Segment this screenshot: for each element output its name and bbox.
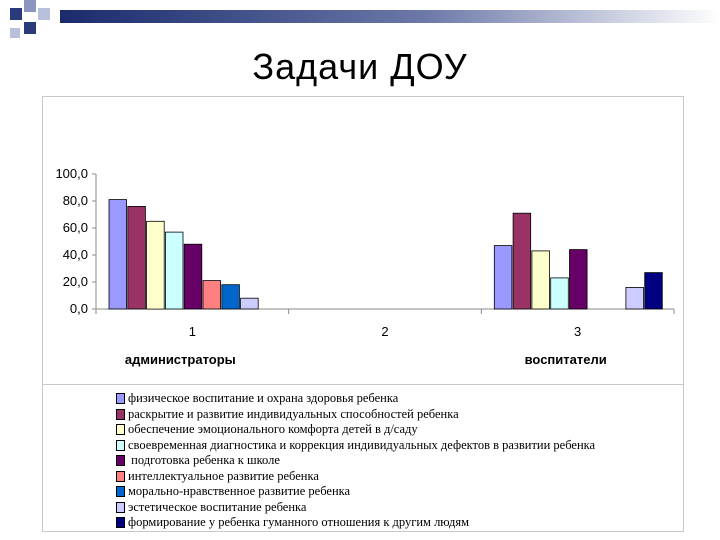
legend-label: раскрытие и развитие индивидуальных спос…: [128, 406, 459, 421]
page-title: Задачи ДОУ: [252, 46, 468, 87]
decoration-square: [10, 28, 20, 38]
bar: [108, 199, 128, 310]
legend-label: морально-нравственное развитие ребенка: [128, 484, 351, 499]
legend-label: своевременная диагностика и коррекция ин…: [128, 437, 596, 452]
y-tick-label: 20,0: [63, 274, 88, 289]
legend-swatch: [116, 517, 125, 529]
bar: [183, 243, 203, 310]
legend-swatch: [116, 393, 125, 405]
bar: [531, 250, 550, 310]
chart-legend: физическое воспитание и охрана здоровья …: [42, 384, 684, 532]
legend-item: обеспечение эмоционального комфорта дете…: [116, 422, 595, 438]
legend-swatch: [116, 439, 125, 451]
bar: [512, 212, 532, 310]
x-tick-label: 2: [381, 324, 388, 339]
legend-swatch: [116, 424, 125, 436]
legend-swatch: [116, 455, 125, 467]
legend-label: обеспечение эмоционального комфорта дете…: [128, 422, 418, 437]
bar: [221, 284, 240, 310]
bar: [625, 286, 644, 310]
legend-label: подготовка ребенка к школе: [128, 453, 280, 468]
y-tick-label: 0,0: [70, 301, 88, 316]
y-tick-label: 60,0: [63, 220, 88, 235]
decoration-square: [24, 22, 36, 34]
bar: [146, 220, 165, 310]
bar: [164, 231, 184, 310]
bar: [202, 280, 222, 310]
bar-chart: 0,0 20,0 40,0 60,0 80,0 100,0 1 администраторы 2…: [55, 166, 675, 367]
legend-label: эстетическое воспитание ребенка: [128, 499, 307, 514]
bar: [127, 205, 146, 310]
y-tick-label: 80,0: [63, 193, 88, 208]
group-label: администраторы: [125, 352, 236, 367]
legend-label: физическое воспитание и охрана здоровья …: [128, 391, 399, 406]
bar: [569, 249, 588, 310]
bar: [493, 245, 513, 310]
x-tick-label: 1: [189, 324, 196, 339]
group-label: воспитатели: [525, 352, 607, 367]
bar: [550, 277, 569, 310]
bar: [240, 297, 259, 310]
decoration-square: [38, 8, 50, 20]
legend-item: физическое воспитание и охрана здоровья …: [116, 391, 595, 407]
title-decoration: [10, 0, 720, 38]
legend-item: подготовка ребенка к школе: [116, 453, 595, 469]
legend-swatch: [116, 501, 125, 513]
legend-item: формирование у ребенка гуманного отношен…: [116, 515, 595, 531]
legend-item: морально-нравственное развитие ребенка: [116, 484, 595, 500]
decoration-square: [24, 0, 36, 12]
decoration-square: [10, 8, 22, 20]
legend-swatch: [116, 470, 125, 482]
legend-swatch: [116, 408, 125, 420]
decoration-gradient-bar: [60, 10, 720, 23]
legend-label: интеллектуальное развитие ребенка: [128, 468, 319, 483]
chart-frame: [42, 96, 684, 532]
legend-swatch: [116, 486, 125, 498]
legend-list: физическое воспитание и охрана здоровья …: [116, 391, 595, 531]
x-tick-label: 3: [574, 324, 581, 339]
legend-item: интеллектуальное развитие ребенка: [116, 469, 595, 485]
y-tick-label: 100,0: [55, 166, 88, 181]
legend-item: раскрытие и развитие индивидуальных спос…: [116, 407, 595, 423]
legend-item: эстетическое воспитание ребенка: [116, 500, 595, 516]
bar: [644, 272, 663, 310]
legend-item: своевременная диагностика и коррекция ин…: [116, 438, 595, 454]
legend-label: формирование у ребенка гуманного отношен…: [128, 515, 470, 530]
y-tick-label: 40,0: [63, 247, 88, 262]
